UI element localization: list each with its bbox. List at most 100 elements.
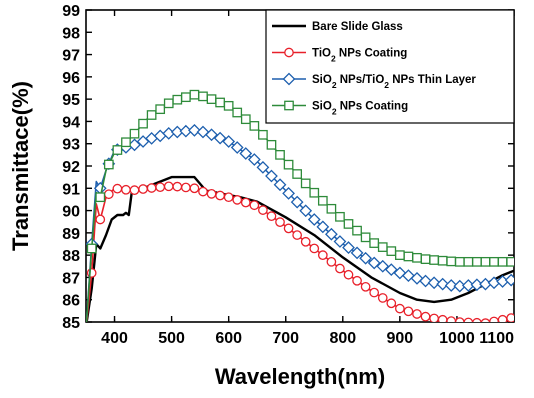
series-marker	[198, 91, 208, 102]
y-tick-label: 97	[62, 48, 80, 65]
series-marker	[343, 269, 354, 280]
series-marker	[504, 273, 514, 287]
series-marker	[489, 256, 499, 267]
series-marker	[121, 184, 131, 195]
series-marker	[283, 223, 294, 234]
series-marker	[369, 238, 380, 248]
series-marker	[121, 137, 131, 148]
series-layer	[86, 89, 514, 322]
series-marker	[103, 189, 114, 200]
series-marker	[437, 255, 448, 266]
series-marker	[266, 139, 277, 150]
series-marker	[300, 236, 311, 247]
series-marker	[196, 125, 210, 139]
legend-text-part: SiO	[312, 74, 332, 86]
series-marker	[444, 279, 458, 292]
series-marker	[343, 219, 354, 229]
series-marker	[377, 293, 388, 303]
series-marker	[403, 306, 414, 317]
series-marker	[317, 250, 328, 260]
series-0	[86, 175, 514, 322]
series-marker	[240, 114, 251, 125]
legend-subscript: 2	[332, 80, 337, 90]
y-tick-label: 87	[62, 270, 80, 287]
series-marker	[292, 169, 302, 179]
y-tick-label: 88	[62, 248, 80, 265]
legend-item: SiO2 NPs Coating	[272, 101, 408, 117]
legend-subscript: 2	[384, 80, 389, 90]
x-tick-labels: 400 500 600 700 800 900 1000 1100	[101, 330, 514, 347]
series-marker	[360, 281, 371, 292]
series-marker	[350, 246, 364, 260]
series-marker	[256, 160, 270, 174]
series-marker	[360, 232, 371, 243]
y-tick-label: 98	[62, 25, 80, 42]
series-marker	[420, 311, 431, 322]
series-marker	[258, 129, 268, 140]
series-marker	[188, 123, 201, 137]
legend-subscript: 2	[332, 107, 337, 117]
series-marker	[206, 94, 217, 104]
legend-text-part: TiO	[312, 48, 331, 60]
series-marker	[454, 317, 465, 322]
legend-text-part: SiO	[312, 101, 332, 113]
series-marker	[316, 220, 330, 234]
series-marker	[386, 246, 397, 256]
series-marker	[181, 92, 191, 103]
series-marker	[163, 98, 174, 109]
series-marker	[265, 169, 278, 183]
y-tick-label: 93	[62, 137, 80, 154]
series-marker	[103, 159, 114, 170]
series-marker	[463, 317, 474, 322]
series-marker	[290, 195, 304, 209]
series-marker	[206, 189, 217, 199]
series-marker	[427, 276, 441, 290]
series-marker	[172, 94, 183, 105]
series-marker	[230, 141, 244, 154]
series-marker	[446, 256, 457, 267]
series-marker	[282, 187, 295, 200]
series-marker	[273, 178, 287, 192]
series-marker	[480, 256, 491, 267]
legend-text-part: Bare Slide Glass	[312, 21, 403, 33]
y-tick-label: 91	[62, 181, 80, 198]
series-marker	[480, 318, 491, 322]
series-marker	[309, 187, 320, 198]
x-tick-label: 800	[329, 330, 356, 347]
series-marker	[419, 274, 432, 288]
series-marker	[213, 131, 227, 145]
legend-label: SiO2 NPs/TiO2 NPs Thin Layer	[312, 74, 476, 90]
series-marker	[155, 182, 166, 193]
legend-item: SiO2 NPs/TiO2 NPs Thin Layer	[272, 72, 476, 90]
series-marker	[258, 205, 268, 215]
series-2	[86, 123, 514, 322]
series-marker	[429, 255, 439, 265]
series-marker	[309, 243, 320, 254]
legend-label: Bare Slide Glass	[312, 21, 403, 33]
series-marker	[335, 263, 345, 274]
series-marker	[232, 107, 243, 118]
series-marker	[249, 121, 260, 131]
series-marker	[300, 178, 311, 189]
series-marker	[249, 200, 260, 211]
y-tick-label: 86	[62, 293, 80, 310]
series-marker	[326, 256, 337, 267]
series-marker	[342, 241, 355, 254]
series-marker	[317, 195, 328, 206]
series-marker	[429, 313, 439, 322]
legend-item: TiO2 NPs Coating	[272, 48, 407, 64]
legend-text-part: NPs Coating	[336, 48, 408, 60]
series-marker	[128, 138, 141, 152]
series-marker	[472, 317, 482, 322]
y-tick-labels: 85 86 87 88 89 90 91 92 93 94 95 96 97 98 99	[62, 3, 80, 332]
x-axis-title: Wavelength(nm)	[215, 364, 385, 389]
y-tick-label: 96	[62, 70, 80, 87]
legend-text-part: NPs Thin Layer	[389, 74, 476, 86]
series-marker	[307, 213, 321, 226]
series-marker	[146, 183, 157, 193]
series-marker	[232, 195, 243, 205]
y-tick-label: 90	[62, 204, 80, 221]
series-marker	[146, 110, 157, 120]
y-tick-label: 89	[62, 226, 80, 243]
